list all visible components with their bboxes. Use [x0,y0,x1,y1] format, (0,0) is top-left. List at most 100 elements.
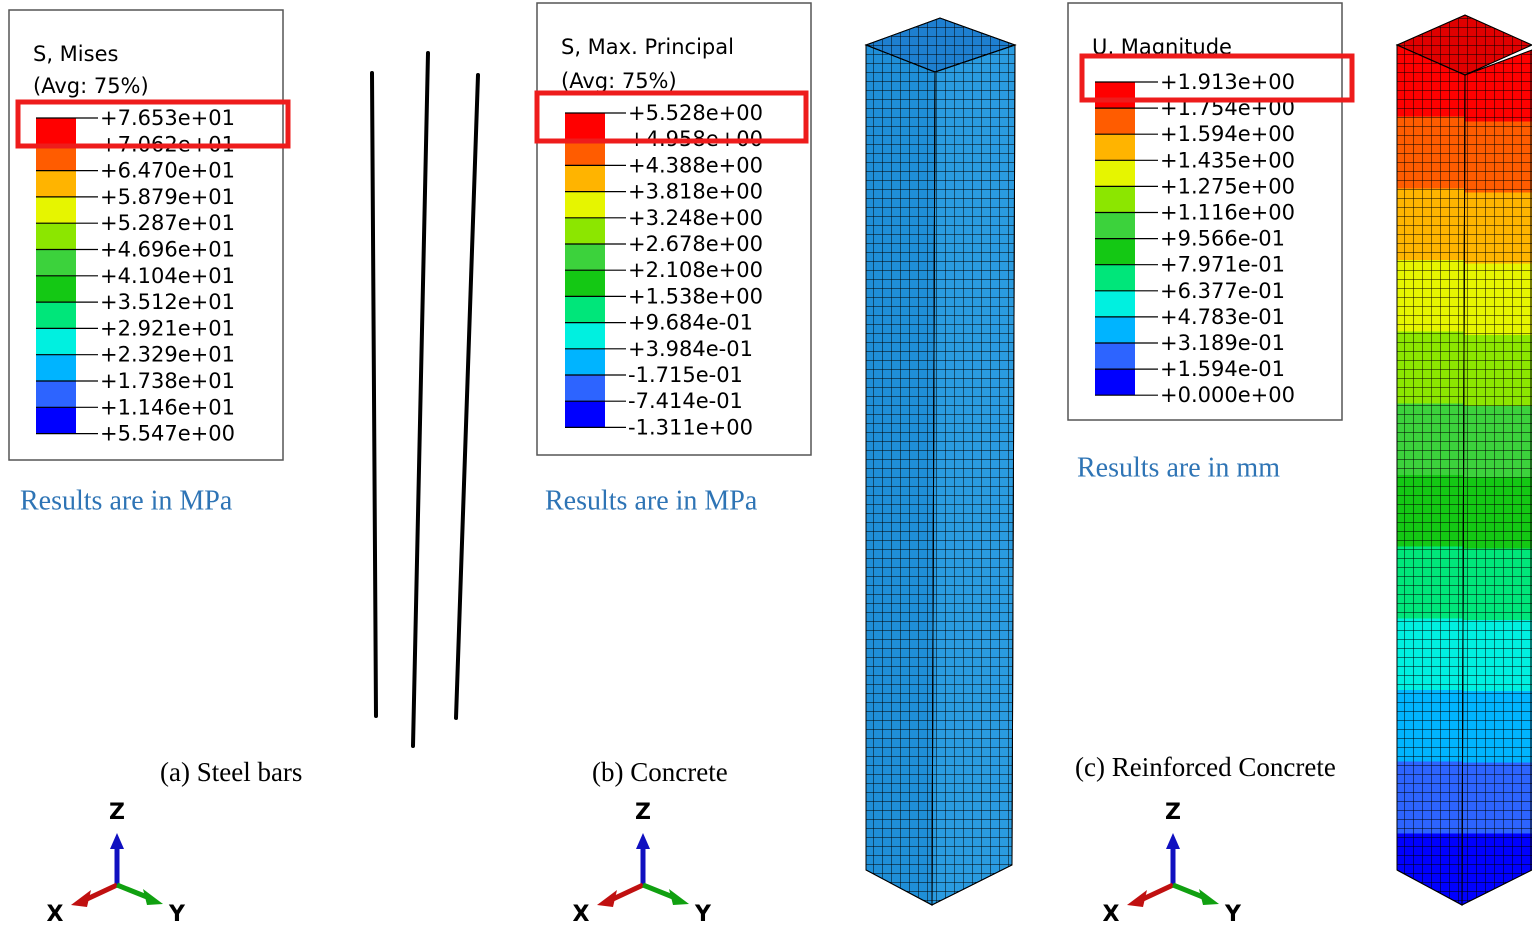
legend-label: +5.287e+01 [100,211,235,235]
legend-label: +0.000e+00 [1160,383,1295,407]
legend-label: +1.435e+00 [1160,148,1295,172]
y-label: Y [168,902,186,927]
legend-label: +6.377e-01 [1160,279,1285,303]
legend-swatch [1095,134,1135,160]
legend-swatch [565,192,605,218]
legend-label: +9.566e-01 [1160,227,1285,251]
z-arrow [1166,833,1180,849]
legend-swatch [1095,291,1135,317]
units-note: Results are in MPa [20,485,233,516]
legend-label: +4.388e+00 [628,153,763,177]
legend-swatch [36,118,76,144]
y-label: Y [1224,902,1242,927]
legend-label: +2.921e+01 [100,316,235,340]
legend-label: +1.913e+00 [1160,70,1295,94]
x-label: X [573,902,590,927]
y-arrow [1199,889,1219,905]
legend-label: +1.738e+01 [100,369,235,393]
legend-title: S, Mises [33,42,118,66]
legend-swatch [36,328,76,354]
panel: S, Mises(Avg: 75%)+7.653e+01+7.062e+01+6… [9,10,302,927]
z-arrow [110,833,124,849]
legend-title: S, Max. Principal [561,35,734,59]
y-axis [117,885,147,897]
legend-label: +1.116e+00 [1160,201,1295,225]
legend-swatch [565,113,605,139]
units-note: Results are in MPa [545,485,758,516]
figure: S, Mises(Avg: 75%)+7.653e+01+7.062e+01+6… [0,0,1532,930]
legend-swatch [36,250,76,276]
legend-label: +7.653e+01 [100,106,235,130]
legend-swatch [36,302,76,328]
legend-label: -1.311e+00 [628,415,753,439]
legend-swatch [1095,108,1135,134]
legend-swatch [565,323,605,349]
legend-label: +1.594e-01 [1160,357,1285,381]
legend-swatch [1095,213,1135,239]
legend-label: +3.189e-01 [1160,331,1285,355]
axis-triad: Z X Y [47,800,187,927]
legend-swatch [1095,160,1135,186]
legend-swatch [36,171,76,197]
axis-triad: Z X Y [1103,800,1243,927]
legend-swatch [1095,239,1135,265]
x-arrow [597,890,617,907]
legend-swatch [1095,82,1135,108]
x-axis [87,885,117,899]
panel: S, Max. Principal (Avg: 75%) +5.528e+00 +4.… [537,3,811,927]
axis-triad: ZXY [573,800,713,927]
y-arrow [143,889,163,905]
x-label: X [47,902,64,927]
legend-label: +2.108e+00 [628,258,763,282]
legend-swatch [1095,186,1135,212]
legend-average: (Avg: 75%) [33,74,149,98]
legend-swatch [565,165,605,191]
x-arrow [71,890,91,907]
legend-label: +5.528e+00 [628,101,763,125]
legend-label: +1.275e+00 [1160,174,1295,198]
z-arrow [636,833,650,849]
legend-label: +4.104e+01 [100,264,235,288]
legend-label: +5.879e+01 [100,185,235,209]
legend-label: +4.783e-01 [1160,305,1285,329]
legend-swatch [565,244,605,270]
y-arrow [669,889,689,905]
steel-bars [372,53,478,746]
bar-line [372,73,376,716]
legend-swatch [36,197,76,223]
z-label: Z [1165,800,1181,825]
x-axis [1143,885,1173,899]
legend-label: +3.512e+01 [100,290,235,314]
legend-swatch [1095,317,1135,343]
legend-label: +9.684e-01 [628,311,753,335]
x-arrow [1127,890,1147,907]
panel: U, Magnitude+1.913e+00+1.754e+00+1.594e+… [1068,3,1352,927]
legend-swatch [565,270,605,296]
legend-swatch [1095,369,1135,395]
legend-label: +6.470e+01 [100,159,235,183]
y-axis [1173,885,1203,897]
legend-swatch [36,355,76,381]
mesh [932,45,1015,905]
x-axis [613,885,643,899]
legend-label: -1.715e-01 [628,363,743,387]
legend-swatch [565,349,605,375]
y-axis [643,885,673,897]
legend-average: (Avg: 75%) [561,69,677,93]
legend-label: +3.818e+00 [628,180,763,204]
legend-label: +2.329e+01 [100,343,235,367]
units-note: Results are in mm [1077,452,1280,483]
page: S, Mises(Avg: 75%)+7.653e+01+7.062e+01+6… [0,0,1532,930]
legend-swatch [565,401,605,427]
mesh [1462,50,1532,905]
caption: (a) Steel bars [160,757,302,787]
legend-label: +5.547e+00 [100,422,235,446]
x-label: X [1103,902,1120,927]
legend-swatch [565,296,605,322]
legend-swatch [1095,265,1135,291]
z-label: Z [109,800,125,825]
legend-label: +3.984e-01 [628,337,753,361]
mesh [866,45,935,905]
legend-label: +7.971e-01 [1160,253,1285,277]
legend-label: +1.538e+00 [628,284,763,308]
